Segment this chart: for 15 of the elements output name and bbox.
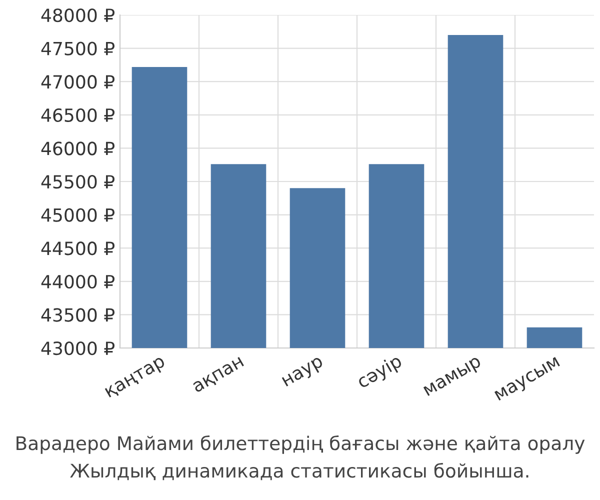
text: Жылдық динамикада статистикасы бойынша. (70, 462, 528, 480)
y-tick-label: 46500 ₽ (41, 108, 115, 122)
y-tick-label: 47500 ₽ (41, 42, 115, 56)
text: Варадеро Майами билеттердің бағасы және қайта оралу (16, 435, 585, 454)
y-tick-label: 48000 ₽ (41, 8, 115, 22)
y-tick-label: 45000 ₽ (41, 208, 115, 222)
y-tick-label: 43000 ₽ (41, 341, 115, 356)
y-tick-label: 46000 ₽ (41, 142, 115, 156)
y-tick-label: 43500 ₽ (41, 308, 115, 322)
x-tick-label: сәуір (356, 353, 404, 392)
y-tick-label: 44500 ₽ (41, 242, 115, 256)
y-tick-label: 47000 ₽ (41, 75, 115, 89)
y-tick-label: 45500 ₽ (41, 174, 115, 189)
y-tick-label: 44000 ₽ (41, 274, 115, 289)
x-tick-label: наур (282, 356, 326, 390)
